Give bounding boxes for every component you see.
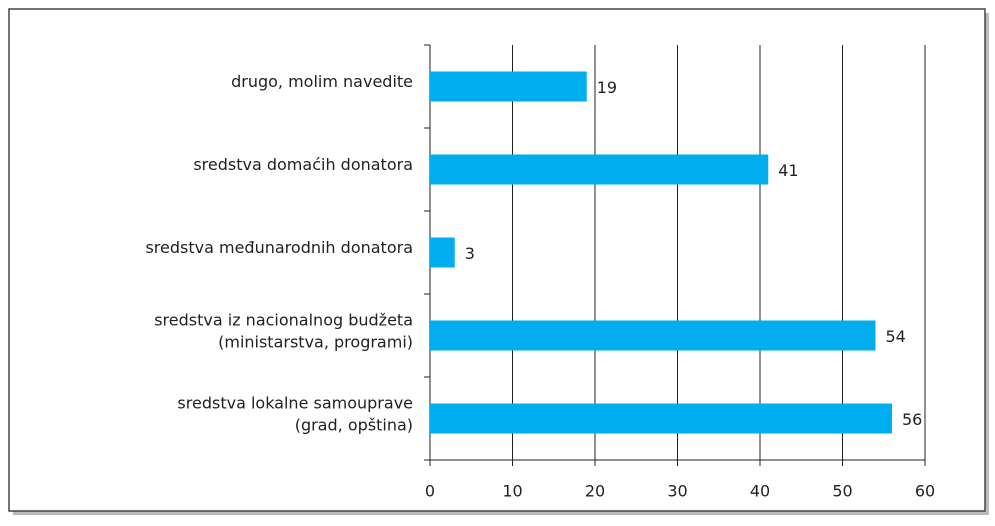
y-tick-label: sredstva domaćih donatora	[193, 155, 413, 174]
x-tick-label: 20	[585, 482, 605, 501]
data-label: 56	[902, 410, 922, 429]
x-tick-label: 10	[502, 482, 522, 501]
data-label: 41	[778, 161, 798, 180]
bar	[430, 154, 769, 185]
y-tick-label: sredstva međunarodnih donatora	[145, 238, 413, 257]
bar	[430, 71, 587, 102]
x-tick-label: 60	[915, 482, 935, 501]
x-tick-label: 0	[425, 482, 435, 501]
x-tick-label: 50	[832, 482, 852, 501]
y-tick-label: sredstva iz nacionalnog budžeta (ministar…	[154, 310, 413, 351]
data-label: 3	[465, 244, 475, 263]
data-label: 19	[597, 78, 617, 97]
bar	[430, 320, 876, 351]
y-tick-label: sredstva lokalne samouprave (grad, opštin…	[177, 393, 413, 434]
bar	[430, 403, 892, 434]
bar	[430, 237, 455, 268]
data-label: 54	[886, 327, 906, 346]
x-tick-label: 40	[750, 482, 770, 501]
x-tick-label: 30	[667, 482, 687, 501]
y-tick-label: drugo, molim navedite	[231, 72, 413, 91]
